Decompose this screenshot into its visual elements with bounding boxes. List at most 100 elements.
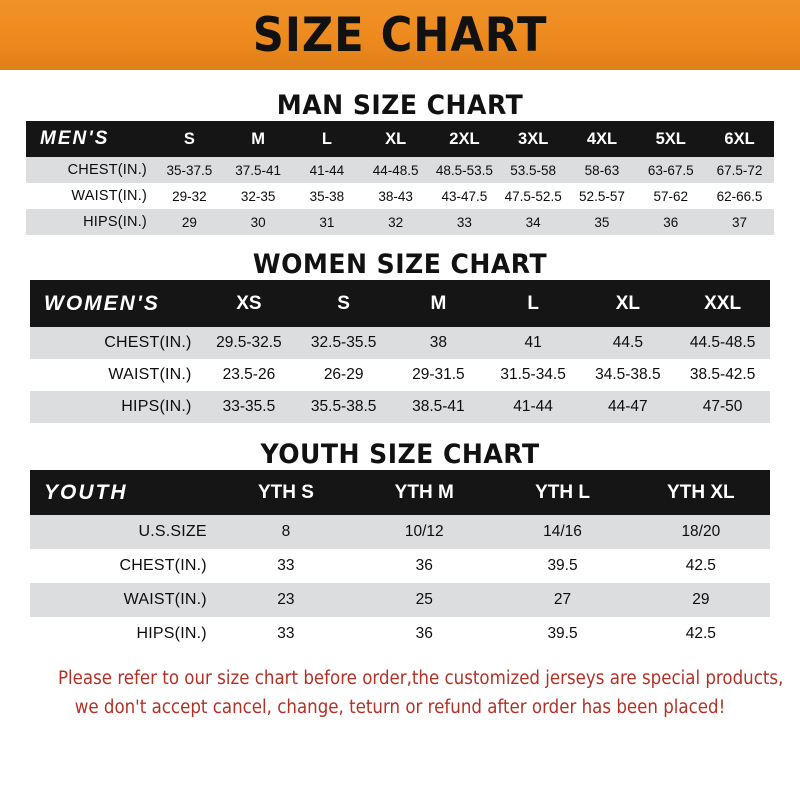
women-table-head: WOMEN'S XS S M L XL XXL — [30, 280, 770, 327]
women-header-row: WOMEN'S XS S M L XL XXL — [30, 280, 770, 327]
table-cell: 36 — [355, 617, 494, 651]
youth-header-row: YOUTH YTH S YTH M YTH L YTH XL — [30, 470, 770, 515]
table-cell: 47-50 — [675, 391, 770, 423]
row-label: WAIST(IN.) — [26, 183, 155, 209]
section-title-youth: YOUTH SIZE CHART — [260, 439, 540, 470]
youth-size-chart-container: YOUTH YTH S YTH M YTH L YTH XL U.S.SIZE 8 10/… — [0, 470, 800, 651]
table-row: HIPS(IN.) 29 30 31 32 33 34 35 36 37 — [26, 209, 774, 235]
table-cell: 33 — [216, 549, 356, 583]
table-cell: 23 — [216, 583, 356, 617]
disclaimer-line-2: we don't accept cancel, change, teturn o… — [74, 696, 726, 718]
table-cell: 34.5-38.5 — [580, 359, 676, 391]
women-column-header: XL — [580, 280, 676, 327]
women-column-header: XS — [201, 280, 297, 327]
table-cell: 53.5-58 — [498, 157, 568, 183]
table-cell: 43-47.5 — [430, 183, 499, 209]
table-cell: 44.5 — [580, 327, 676, 359]
table-cell: 31 — [292, 209, 362, 235]
table-cell: 31.5-34.5 — [485, 359, 581, 391]
youth-column-header: YTH XL — [631, 470, 770, 515]
youth-size-table: YOUTH YTH S YTH M YTH L YTH XL U.S.SIZE 8 10/… — [30, 470, 770, 651]
women-column-header: M — [391, 280, 486, 327]
women-column-header: L — [485, 280, 581, 327]
table-cell: 44-47 — [580, 391, 676, 423]
table-cell: 38 — [391, 327, 486, 359]
men-table-head: MEN'S S M L XL 2XL 3XL 4XL 5XL 6XL — [26, 121, 774, 157]
table-row: WAIST(IN.) 23 25 27 29 — [30, 583, 770, 617]
table-cell: 29 — [631, 583, 770, 617]
table-cell: 35.5-38.5 — [296, 391, 392, 423]
youth-table-head: YOUTH YTH S YTH M YTH L YTH XL — [30, 470, 770, 515]
table-cell: 10/12 — [355, 515, 494, 549]
row-label: CHEST(IN.) — [30, 549, 217, 583]
table-cell: 57-62 — [636, 183, 706, 209]
table-cell: 41-44 — [292, 157, 362, 183]
table-row: CHEST(IN.) 33 36 39.5 42.5 — [30, 549, 770, 583]
women-corner-label: WOMEN'S — [30, 280, 202, 327]
table-cell: 47.5-52.5 — [498, 183, 568, 209]
table-cell: 52.5-57 — [567, 183, 637, 209]
table-cell: 37 — [705, 209, 774, 235]
page-banner: SIZE CHART — [0, 0, 800, 70]
row-label: WAIST(IN.) — [30, 359, 202, 391]
table-cell: 29-32 — [154, 183, 224, 209]
section-title-man: MAN SIZE CHART — [276, 90, 524, 121]
table-cell: 33 — [430, 209, 499, 235]
table-cell: 26-29 — [296, 359, 392, 391]
men-column-header: 4XL — [567, 121, 637, 157]
section-title-women: WOMEN SIZE CHART — [252, 249, 548, 280]
table-cell: 34 — [498, 209, 568, 235]
youth-column-header: YTH L — [493, 470, 632, 515]
row-label: CHEST(IN.) — [30, 327, 202, 359]
men-corner-label: MEN'S — [26, 121, 155, 157]
table-cell: 29 — [154, 209, 224, 235]
table-cell: 35-38 — [292, 183, 362, 209]
table-cell: 48.5-53.5 — [430, 157, 499, 183]
men-column-header: 2XL — [430, 121, 499, 157]
youth-table-body: U.S.SIZE 8 10/12 14/16 18/20 CHEST(IN.) 33 36 39… — [30, 515, 770, 651]
table-cell: 35-37.5 — [154, 157, 224, 183]
men-column-header: M — [223, 121, 293, 157]
table-row: U.S.SIZE 8 10/12 14/16 18/20 — [30, 515, 770, 549]
men-column-header: L — [292, 121, 362, 157]
table-cell: 36 — [636, 209, 706, 235]
row-label: CHEST(IN.) — [26, 157, 155, 183]
row-label: U.S.SIZE — [30, 515, 217, 549]
table-row: WAIST(IN.) 23.5-26 26-29 29-31.5 31.5-34.5 34… — [30, 359, 770, 391]
order-policy-disclaimer: Please refer to our size chart before or… — [58, 665, 783, 722]
women-table-body: CHEST(IN.) 29.5-32.5 32.5-35.5 38 41 44.5 44.5… — [30, 327, 770, 423]
women-size-table: WOMEN'S XS S M L XL XXL CHEST(IN.) 29.5-32.5 32… — [30, 280, 770, 423]
table-cell: 33-35.5 — [201, 391, 297, 423]
row-label: HIPS(IN.) — [26, 209, 155, 235]
page-title: SIZE CHART — [252, 7, 548, 63]
men-table-body: CHEST(IN.) 35-37.5 37.5-41 41-44 44-48.5 48.5… — [26, 157, 774, 235]
table-cell: 42.5 — [631, 549, 770, 583]
table-cell: 37.5-41 — [223, 157, 293, 183]
table-cell: 39.5 — [493, 549, 632, 583]
table-cell: 14/16 — [493, 515, 632, 549]
table-row: CHEST(IN.) 35-37.5 37.5-41 41-44 44-48.5 48.5… — [26, 157, 774, 183]
table-cell: 29.5-32.5 — [201, 327, 297, 359]
men-column-header: 6XL — [705, 121, 774, 157]
table-cell: 44-48.5 — [361, 157, 431, 183]
table-cell: 32-35 — [223, 183, 293, 209]
table-cell: 35 — [567, 209, 637, 235]
men-size-table: MEN'S S M L XL 2XL 3XL 4XL 5XL 6XL CHEST(IN.) 35-… — [26, 121, 774, 235]
women-size-chart-container: WOMEN'S XS S M L XL XXL CHEST(IN.) 29.5-32.5 32… — [0, 280, 800, 423]
table-cell: 33 — [216, 617, 356, 651]
row-label: WAIST(IN.) — [30, 583, 217, 617]
men-column-header: 3XL — [498, 121, 568, 157]
table-cell: 25 — [355, 583, 494, 617]
table-row: HIPS(IN.) 33 36 39.5 42.5 — [30, 617, 770, 651]
table-cell: 27 — [493, 583, 632, 617]
table-row: CHEST(IN.) 29.5-32.5 32.5-35.5 38 41 44.5 44.5… — [30, 327, 770, 359]
row-label: HIPS(IN.) — [30, 391, 202, 423]
men-column-header: XL — [361, 121, 431, 157]
men-column-header: S — [154, 121, 224, 157]
table-row: HIPS(IN.) 33-35.5 35.5-38.5 38.5-41 41-44 44-… — [30, 391, 770, 423]
women-column-header: S — [296, 280, 392, 327]
table-cell: 23.5-26 — [201, 359, 297, 391]
youth-column-header: YTH S — [216, 470, 356, 515]
table-row: WAIST(IN.) 29-32 32-35 35-38 38-43 43-47.5 47.… — [26, 183, 774, 209]
table-cell: 62-66.5 — [705, 183, 774, 209]
